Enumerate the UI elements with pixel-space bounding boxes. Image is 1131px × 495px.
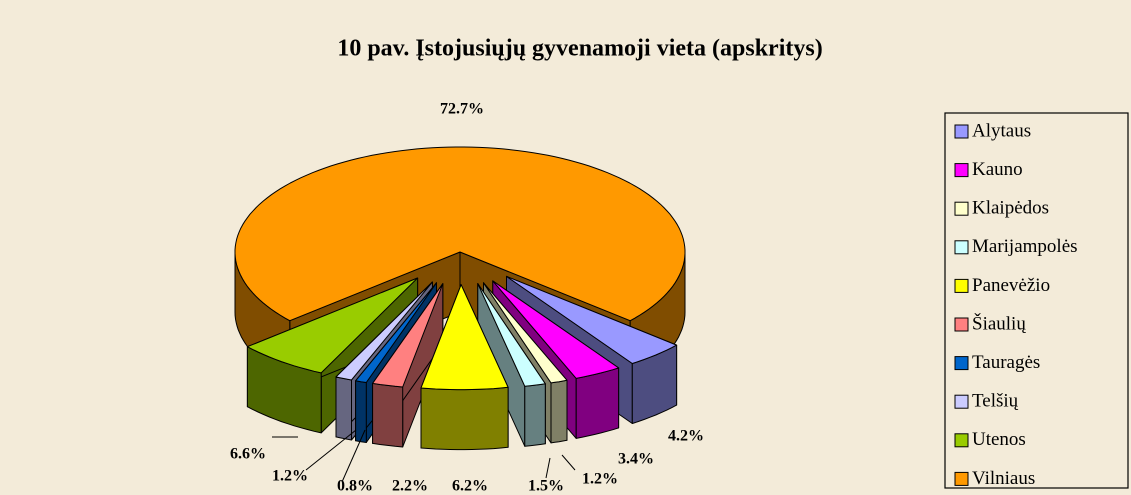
pie-top bbox=[355, 282, 437, 383]
leader-line bbox=[305, 429, 357, 471]
pie-side bbox=[372, 382, 404, 448]
value-label: 72.7% bbox=[440, 101, 484, 118]
pie-slice bbox=[477, 283, 546, 447]
legend-swatch bbox=[954, 317, 969, 332]
legend-swatch bbox=[954, 124, 969, 139]
legend-box bbox=[944, 112, 1129, 489]
chart-title: 10 pav. Įstojusiųjų gyvenamoji vieta (ap… bbox=[337, 36, 822, 62]
leader-line bbox=[341, 429, 366, 483]
pie-side bbox=[575, 367, 620, 439]
pie-slice bbox=[372, 283, 444, 448]
value-label: 1.2% bbox=[582, 471, 618, 488]
legend-label: Šiaulių bbox=[972, 312, 1026, 334]
legend-label: Utenos bbox=[972, 429, 1026, 450]
pie-side bbox=[335, 376, 352, 441]
value-label: 0.8% bbox=[337, 478, 373, 495]
legend-label: Telšių bbox=[972, 391, 1019, 412]
legend-swatch bbox=[954, 163, 969, 178]
pie-top bbox=[420, 284, 509, 391]
value-label: 3.4% bbox=[618, 451, 654, 468]
pie-top bbox=[506, 275, 678, 364]
legend-label: Alytaus bbox=[972, 120, 1031, 141]
legend-swatch bbox=[954, 471, 969, 486]
value-label: 1.2% bbox=[272, 468, 308, 485]
legend-label: Tauragės bbox=[972, 352, 1040, 373]
legend-swatch bbox=[954, 356, 969, 371]
pie-top bbox=[492, 280, 620, 379]
legend-label: Panevėžio bbox=[972, 275, 1050, 296]
legend-label: Marijampolės bbox=[972, 236, 1078, 257]
value-label: 1.5% bbox=[528, 478, 564, 495]
pie-top bbox=[483, 282, 568, 384]
legend-swatch bbox=[954, 201, 969, 216]
legend-swatch bbox=[954, 433, 969, 448]
pie-side bbox=[420, 386, 509, 451]
legend-swatch bbox=[954, 394, 969, 409]
pie-top bbox=[246, 277, 419, 374]
pie-top bbox=[477, 283, 546, 387]
pie-side bbox=[550, 379, 568, 444]
legend-label: Klaipėdos bbox=[972, 198, 1049, 219]
legend-label: Kauno bbox=[972, 159, 1023, 180]
legend-swatch bbox=[954, 240, 969, 255]
value-label: 6.6% bbox=[230, 446, 266, 463]
leader-line bbox=[561, 454, 576, 471]
pie-side bbox=[355, 380, 367, 443]
pie-side bbox=[524, 383, 546, 447]
pie-top bbox=[234, 146, 686, 322]
value-label: 6.2% bbox=[452, 478, 488, 495]
legend-label: Vilniaus bbox=[972, 468, 1035, 489]
value-label: 2.2% bbox=[392, 478, 428, 495]
pie-slice bbox=[420, 284, 509, 451]
legend-swatch bbox=[954, 278, 969, 293]
value-label: 4.2% bbox=[668, 428, 704, 445]
leader-line bbox=[545, 457, 551, 479]
pie-top bbox=[335, 281, 433, 381]
pie-top bbox=[372, 283, 444, 388]
